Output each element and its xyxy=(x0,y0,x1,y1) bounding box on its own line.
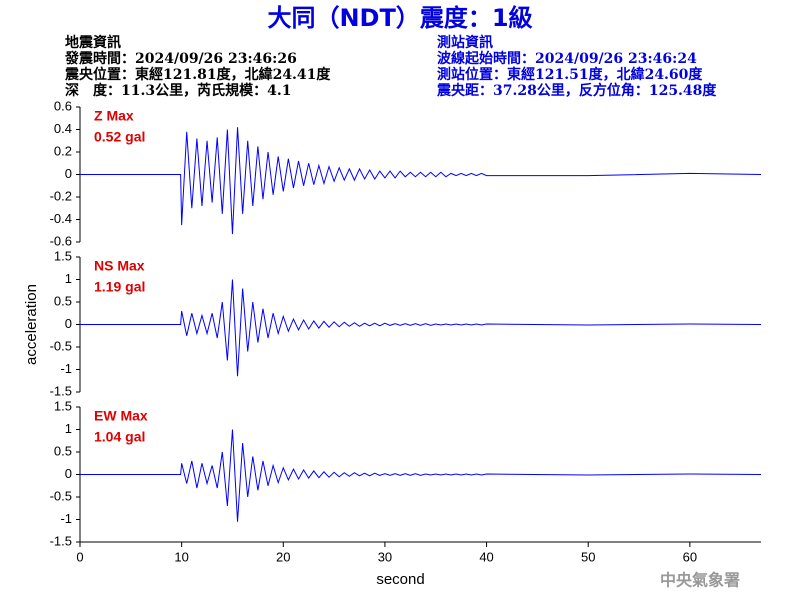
info-left: 地震資訊 xyxy=(65,34,121,51)
x-tick-label: 30 xyxy=(378,549,392,564)
y-tick-label: -1 xyxy=(60,511,72,526)
y-tick-label: 1 xyxy=(65,271,72,286)
x-tick-label: 40 xyxy=(479,549,493,564)
info-right: 震央距：37.28公里，反方位角：125.48度 xyxy=(436,82,717,99)
y-tick-label: 0 xyxy=(65,466,72,481)
x-tick-label: 10 xyxy=(174,549,188,564)
y-tick-label: 1.5 xyxy=(54,248,72,263)
y-axis-label: acceleration xyxy=(23,284,40,365)
title: 大同（NDT）震度：1級 xyxy=(267,4,532,32)
max-label: 0.52 gal xyxy=(94,129,145,145)
y-tick-label: 0.6 xyxy=(54,98,72,113)
y-tick-label: 0.2 xyxy=(54,143,72,158)
info-right: 波線起始時間：2024/09/26 23:46:24 xyxy=(437,50,697,67)
info-left: 震央位置：東經121.81度，北緯24.41度 xyxy=(64,66,331,83)
y-tick-label: -1 xyxy=(60,361,72,376)
y-tick-label: 0 xyxy=(65,316,72,331)
y-tick-label: -0.4 xyxy=(50,211,72,226)
x-tick-label: 20 xyxy=(276,549,290,564)
info-right: 測站資訊 xyxy=(437,34,493,51)
y-tick-label: -1.5 xyxy=(50,533,72,548)
y-tick-label: -0.2 xyxy=(50,188,72,203)
y-tick-label: -0.6 xyxy=(50,233,72,248)
info-right: 測站位置：東經121.51度，北緯24.60度 xyxy=(437,66,703,83)
waveform xyxy=(80,429,762,522)
y-tick-label: -0.5 xyxy=(50,338,72,353)
y-tick-label: 0.5 xyxy=(54,293,72,308)
channel-label: EW Max xyxy=(94,408,148,424)
x-axis-label: second xyxy=(376,571,424,588)
channel-label: Z Max xyxy=(94,108,134,124)
channel-label: NS Max xyxy=(94,258,145,274)
max-label: 1.19 gal xyxy=(94,279,145,295)
x-tick-label: 60 xyxy=(683,549,697,564)
waveform xyxy=(80,127,762,235)
y-tick-label: -1.5 xyxy=(50,383,72,398)
info-left: 深 度：11.3公里，芮氏規模：4.1 xyxy=(65,82,291,99)
y-tick-label: 1 xyxy=(65,421,72,436)
x-tick-label: 50 xyxy=(581,549,595,564)
y-tick-label: 0 xyxy=(65,166,72,181)
x-tick-label: 0 xyxy=(76,549,83,564)
footer: 中央氣象署 xyxy=(660,571,740,590)
y-tick-label: 0.4 xyxy=(54,121,72,136)
y-tick-label: -0.5 xyxy=(50,488,72,503)
y-tick-label: 0.5 xyxy=(54,443,72,458)
info-left: 發震時間：2024/09/26 23:46:26 xyxy=(64,50,297,67)
y-tick-label: 1.5 xyxy=(54,398,72,413)
waveform xyxy=(80,279,762,377)
max-label: 1.04 gal xyxy=(94,429,145,445)
